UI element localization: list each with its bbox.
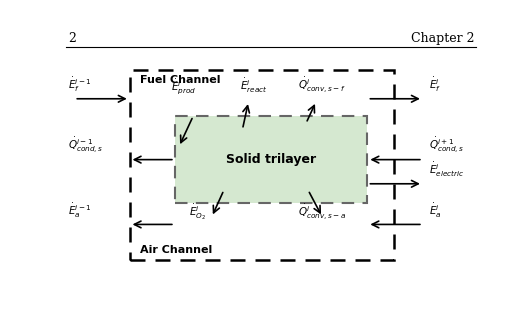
Text: $\dot{Q}^{i}_{conv,s-a}$: $\dot{Q}^{i}_{conv,s-a}$: [298, 203, 346, 222]
Text: 2: 2: [68, 32, 76, 44]
Text: $\dot{Q}^{i}_{conv,s-f}$: $\dot{Q}^{i}_{conv,s-f}$: [298, 76, 345, 95]
Text: $\dot{E}^{i}_{electric}$: $\dot{E}^{i}_{electric}$: [429, 161, 464, 179]
Text: $\dot{E}^{i}_{O_2}$: $\dot{E}^{i}_{O_2}$: [189, 203, 206, 222]
Text: $\dot{E}^{i}_{a}$: $\dot{E}^{i}_{a}$: [429, 201, 442, 220]
Text: Chapter 2: Chapter 2: [411, 32, 474, 44]
Text: $\dot{Q}^{i+1}_{cond,s}$: $\dot{Q}^{i+1}_{cond,s}$: [429, 136, 464, 156]
Bar: [175, 116, 368, 204]
Text: $\dot{E}^{i-1}_{f}$: $\dot{E}^{i-1}_{f}$: [68, 76, 92, 94]
Text: $\dot{E}^{i-1}_{a}$: $\dot{E}^{i-1}_{a}$: [68, 201, 92, 220]
Text: Air Channel: Air Channel: [140, 245, 212, 255]
Text: $\dot{E}^{i}_{prod}$: $\dot{E}^{i}_{prod}$: [171, 77, 196, 96]
Text: $\dot{Q}^{i-1}_{cond,s}$: $\dot{Q}^{i-1}_{cond,s}$: [68, 136, 104, 156]
Text: Solid trilayer: Solid trilayer: [226, 153, 316, 166]
Text: $\dot{E}^{i}_{react}$: $\dot{E}^{i}_{react}$: [240, 77, 268, 95]
Text: Fuel Channel: Fuel Channel: [140, 75, 221, 85]
Text: $\dot{E}^{i}_{f}$: $\dot{E}^{i}_{f}$: [429, 76, 441, 94]
Bar: [130, 70, 394, 260]
